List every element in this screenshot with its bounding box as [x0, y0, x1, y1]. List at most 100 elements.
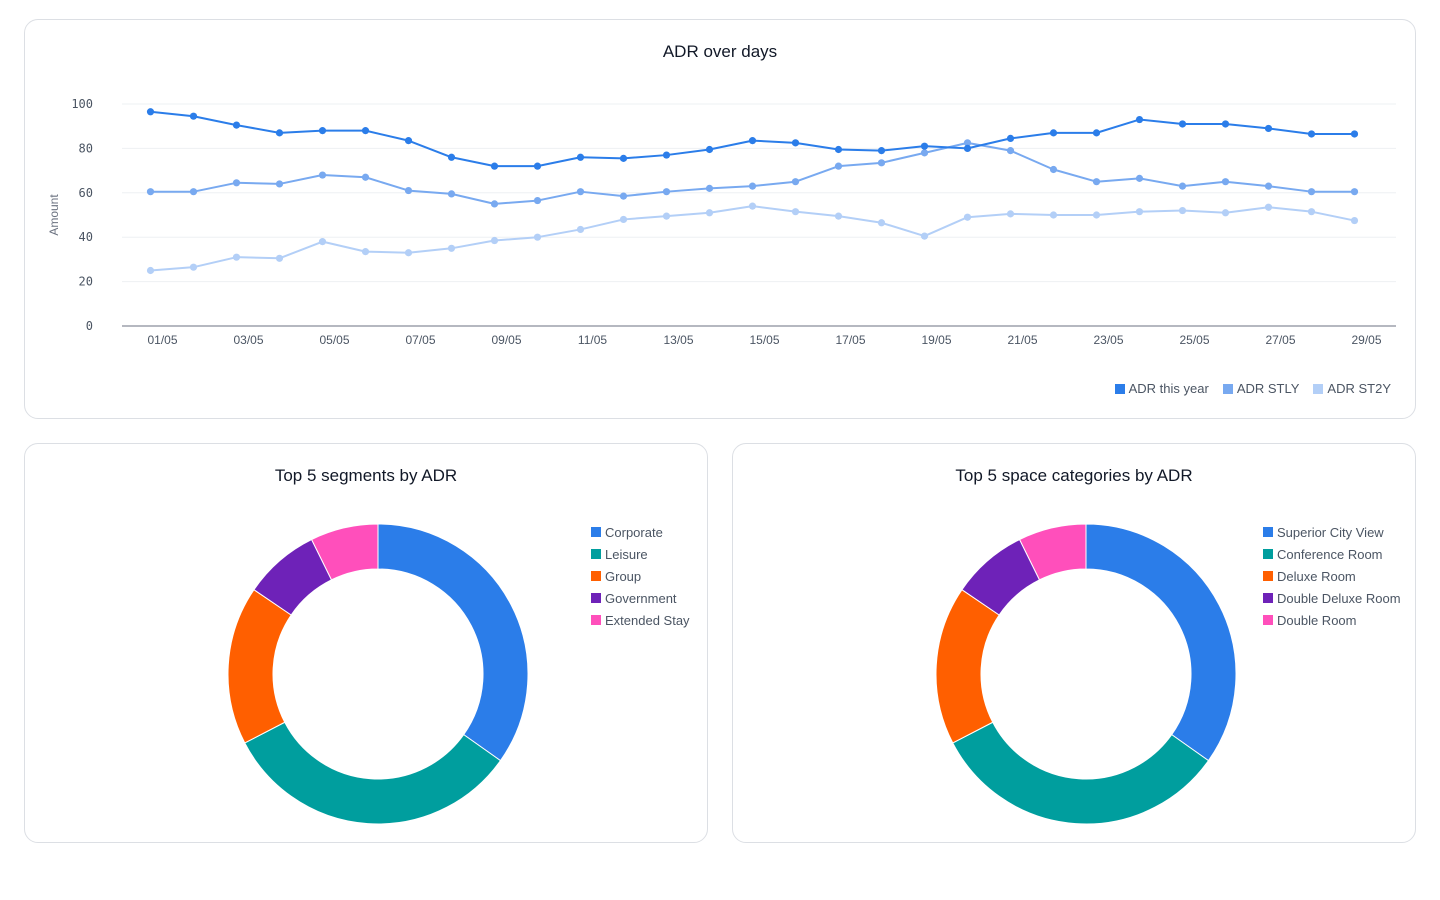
legend-item-deluxe-room[interactable]: Deluxe Room [1263, 565, 1401, 587]
data-point-adr-st2y[interactable] [705, 209, 714, 217]
data-point-adr-this-year[interactable] [877, 147, 886, 155]
data-point-adr-stly[interactable] [834, 162, 843, 170]
legend-item-conference-room[interactable]: Conference Room [1263, 543, 1401, 565]
data-point-adr-this-year[interactable] [275, 129, 284, 137]
data-point-adr-this-year[interactable] [490, 162, 499, 170]
data-point-adr-st2y[interactable] [1135, 208, 1144, 216]
data-point-adr-this-year[interactable] [1006, 134, 1015, 143]
data-point-adr-st2y[interactable] [1178, 206, 1187, 215]
data-point-adr-this-year[interactable] [748, 137, 757, 145]
data-point-adr-stly[interactable] [404, 186, 413, 195]
data-point-adr-st2y[interactable] [1307, 208, 1316, 216]
data-point-adr-st2y[interactable] [490, 236, 499, 245]
data-point-adr-st2y[interactable] [1264, 203, 1273, 211]
data-point-adr-st2y[interactable] [275, 254, 284, 262]
data-point-adr-this-year[interactable] [1178, 120, 1187, 128]
data-point-adr-this-year[interactable] [447, 153, 456, 161]
data-point-adr-this-year[interactable] [404, 137, 413, 145]
data-point-adr-this-year[interactable] [146, 108, 155, 116]
data-point-adr-stly[interactable] [275, 180, 284, 188]
data-point-adr-st2y[interactable] [404, 249, 413, 257]
slice-double-room[interactable] [1018, 523, 1087, 581]
data-point-adr-stly[interactable] [576, 188, 585, 196]
data-point-adr-stly[interactable] [963, 139, 972, 147]
data-point-adr-stly[interactable] [1307, 188, 1316, 196]
data-point-adr-this-year[interactable] [705, 145, 714, 154]
data-point-adr-st2y[interactable] [877, 219, 886, 227]
data-point-adr-stly[interactable] [1178, 182, 1187, 190]
data-point-adr-stly[interactable] [146, 188, 155, 196]
data-point-adr-stly[interactable] [791, 178, 800, 186]
data-point-adr-st2y[interactable] [318, 238, 327, 246]
data-point-adr-stly[interactable] [662, 188, 671, 196]
data-point-adr-st2y[interactable] [361, 248, 370, 256]
data-point-adr-st2y[interactable] [447, 244, 456, 252]
slice-deluxe-room[interactable] [935, 588, 1000, 744]
data-point-adr-this-year[interactable] [361, 127, 370, 135]
data-point-adr-st2y[interactable] [748, 202, 757, 210]
data-point-adr-this-year[interactable] [189, 112, 198, 120]
data-point-adr-st2y[interactable] [619, 215, 628, 224]
slice-corporate[interactable] [377, 523, 529, 762]
data-point-adr-st2y[interactable] [232, 253, 241, 261]
legend-item-adr-stly[interactable]: ADR STLY [1222, 381, 1299, 396]
data-point-adr-stly[interactable] [1350, 188, 1359, 196]
slice-leisure[interactable] [244, 721, 502, 825]
data-point-adr-stly[interactable] [1006, 147, 1015, 155]
legend-item-double-deluxe-room[interactable]: Double Deluxe Room [1263, 587, 1401, 609]
data-point-adr-st2y[interactable] [576, 225, 585, 234]
data-point-adr-stly[interactable] [490, 200, 499, 208]
data-point-adr-stly[interactable] [1135, 174, 1144, 182]
legend-item-extended-stay[interactable]: Extended Stay [591, 609, 690, 631]
slice-extended-stay[interactable] [310, 523, 379, 581]
data-point-adr-st2y[interactable] [834, 212, 843, 220]
data-point-adr-this-year[interactable] [1264, 124, 1273, 133]
legend-item-leisure[interactable]: Leisure [591, 543, 690, 565]
data-point-adr-stly[interactable] [1049, 165, 1058, 174]
legend-item-government[interactable]: Government [591, 587, 690, 609]
data-point-adr-st2y[interactable] [791, 208, 800, 216]
data-point-adr-this-year[interactable] [1307, 130, 1316, 138]
legend-item-adr-this-year[interactable]: ADR this year [1114, 381, 1209, 396]
data-point-adr-this-year[interactable] [834, 145, 843, 154]
data-point-adr-stly[interactable] [1264, 182, 1273, 190]
legend-item-corporate[interactable]: Corporate [591, 521, 690, 543]
data-point-adr-this-year[interactable] [318, 127, 327, 135]
data-point-adr-stly[interactable] [189, 188, 198, 196]
data-point-adr-st2y[interactable] [1006, 210, 1015, 218]
data-point-adr-st2y[interactable] [920, 232, 929, 240]
data-point-adr-st2y[interactable] [189, 263, 198, 271]
data-point-adr-this-year[interactable] [1049, 129, 1058, 137]
data-point-adr-this-year[interactable] [791, 139, 800, 147]
data-point-adr-stly[interactable] [232, 179, 241, 187]
data-point-adr-st2y[interactable] [1049, 211, 1058, 219]
data-point-adr-st2y[interactable] [662, 212, 671, 220]
data-point-adr-this-year[interactable] [576, 153, 585, 161]
data-point-adr-this-year[interactable] [1350, 130, 1359, 138]
legend-item-adr-st2y[interactable]: ADR ST2Y [1313, 381, 1391, 396]
data-point-adr-st2y[interactable] [533, 233, 542, 241]
slice-group[interactable] [227, 588, 292, 744]
data-point-adr-st2y[interactable] [146, 266, 155, 275]
data-point-adr-stly[interactable] [877, 159, 886, 167]
data-point-adr-this-year[interactable] [920, 142, 929, 150]
data-point-adr-this-year[interactable] [963, 144, 972, 152]
data-point-adr-st2y[interactable] [963, 213, 972, 221]
data-point-adr-stly[interactable] [619, 192, 628, 200]
data-point-adr-stly[interactable] [447, 190, 456, 198]
data-point-adr-st2y[interactable] [1092, 211, 1101, 219]
data-point-adr-stly[interactable] [318, 171, 327, 179]
slice-superior-city-view[interactable] [1085, 523, 1237, 762]
data-point-adr-st2y[interactable] [1221, 209, 1230, 217]
data-point-adr-stly[interactable] [705, 184, 714, 192]
data-point-adr-stly[interactable] [748, 182, 757, 190]
data-point-adr-this-year[interactable] [1135, 115, 1144, 124]
legend-item-double-room[interactable]: Double Room [1263, 609, 1401, 631]
legend-item-group[interactable]: Group [591, 565, 690, 587]
data-point-adr-stly[interactable] [533, 196, 542, 205]
data-point-adr-stly[interactable] [920, 149, 929, 157]
data-point-adr-st2y[interactable] [1350, 216, 1359, 225]
data-point-adr-this-year[interactable] [232, 121, 241, 129]
slice-conference-room[interactable] [952, 721, 1210, 825]
data-point-adr-stly[interactable] [1092, 178, 1101, 186]
